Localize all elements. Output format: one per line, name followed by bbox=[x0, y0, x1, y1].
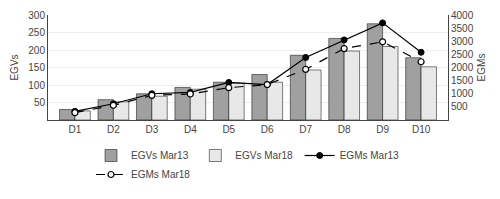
svg-text:300: 300 bbox=[28, 10, 45, 21]
svg-text:2500: 2500 bbox=[451, 49, 474, 60]
svg-text:4000: 4000 bbox=[451, 10, 474, 21]
svg-text:D4: D4 bbox=[184, 124, 197, 135]
svg-text:3000: 3000 bbox=[451, 36, 474, 47]
svg-text:500: 500 bbox=[451, 101, 468, 112]
svg-text:D8: D8 bbox=[338, 124, 351, 135]
svg-text:EGVs Mar13: EGVs Mar13 bbox=[131, 150, 189, 161]
svg-text:EGMs Mar13: EGMs Mar13 bbox=[340, 150, 399, 161]
svg-text:D7: D7 bbox=[299, 124, 312, 135]
svg-text:D6: D6 bbox=[261, 124, 274, 135]
svg-text:D2: D2 bbox=[107, 124, 120, 135]
svg-text:1000: 1000 bbox=[451, 88, 474, 99]
svg-text:EGVs Mar18: EGVs Mar18 bbox=[235, 150, 293, 161]
svg-text:150: 150 bbox=[28, 62, 45, 73]
svg-text:D3: D3 bbox=[145, 124, 158, 135]
svg-text:EGMs: EGMs bbox=[476, 54, 487, 82]
svg-text:50: 50 bbox=[34, 97, 46, 108]
svg-text:D1: D1 bbox=[69, 124, 82, 135]
svg-text:2000: 2000 bbox=[451, 62, 474, 73]
svg-text:D10: D10 bbox=[412, 124, 431, 135]
svg-text:250: 250 bbox=[28, 27, 45, 38]
svg-text:3500: 3500 bbox=[451, 23, 474, 34]
svg-text:1500: 1500 bbox=[451, 75, 474, 86]
svg-text:D9: D9 bbox=[376, 124, 389, 135]
svg-text:100: 100 bbox=[28, 80, 45, 91]
svg-text:EGMs Mar18: EGMs Mar18 bbox=[131, 169, 190, 180]
svg-text:200: 200 bbox=[28, 45, 45, 56]
svg-text:D5: D5 bbox=[222, 124, 235, 135]
svg-text:EGVs: EGVs bbox=[9, 54, 20, 80]
